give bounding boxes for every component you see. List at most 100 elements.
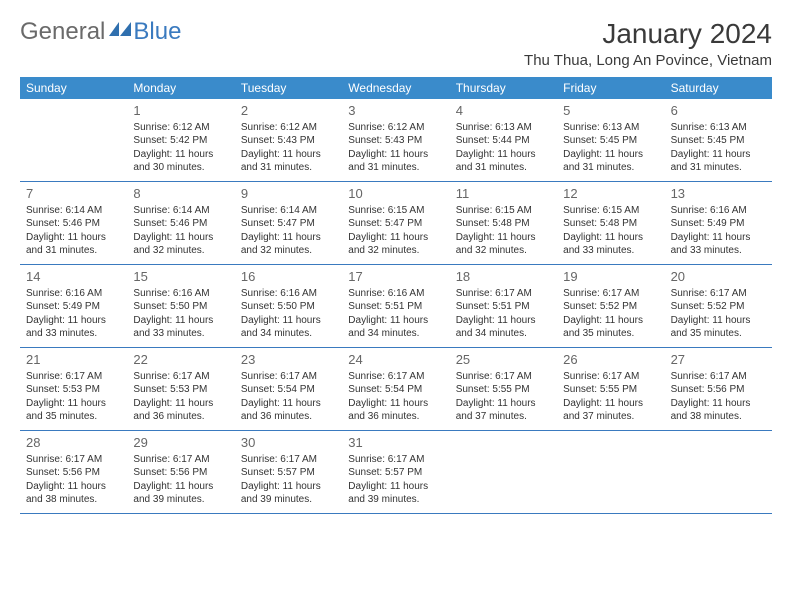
day-cell-5: 5Sunrise: 6:13 AMSunset: 5:45 PMDaylight… xyxy=(557,99,664,181)
day-sunset: Sunset: 5:55 PM xyxy=(563,383,658,397)
day-sunset: Sunset: 5:45 PM xyxy=(671,134,766,148)
day-sunset: Sunset: 5:43 PM xyxy=(241,134,336,148)
day-sunset: Sunset: 5:46 PM xyxy=(133,217,228,231)
day-cell-13: 13Sunrise: 6:16 AMSunset: 5:49 PMDayligh… xyxy=(665,182,772,264)
day-d2: and 33 minutes. xyxy=(133,327,228,341)
day-cell-15: 15Sunrise: 6:16 AMSunset: 5:50 PMDayligh… xyxy=(127,265,234,347)
day-sunrise: Sunrise: 6:16 AM xyxy=(26,287,121,301)
title-block: January 2024 Thu Thua, Long An Povince, … xyxy=(524,18,772,69)
day-cell-9: 9Sunrise: 6:14 AMSunset: 5:47 PMDaylight… xyxy=(235,182,342,264)
day-d1: Daylight: 11 hours xyxy=(348,314,443,328)
day-number: 30 xyxy=(241,434,336,452)
day-d1: Daylight: 11 hours xyxy=(671,314,766,328)
day-sunrise: Sunrise: 6:14 AM xyxy=(133,204,228,218)
day-d1: Daylight: 11 hours xyxy=(348,480,443,494)
day-cell-empty xyxy=(665,431,772,513)
weekday-friday: Friday xyxy=(557,77,664,99)
day-sunrise: Sunrise: 6:17 AM xyxy=(133,370,228,384)
day-sunset: Sunset: 5:55 PM xyxy=(456,383,551,397)
day-cell-29: 29Sunrise: 6:17 AMSunset: 5:56 PMDayligh… xyxy=(127,431,234,513)
day-sunset: Sunset: 5:53 PM xyxy=(133,383,228,397)
day-cell-20: 20Sunrise: 6:17 AMSunset: 5:52 PMDayligh… xyxy=(665,265,772,347)
day-d2: and 38 minutes. xyxy=(671,410,766,424)
day-d2: and 36 minutes. xyxy=(348,410,443,424)
day-d1: Daylight: 11 hours xyxy=(241,480,336,494)
day-d1: Daylight: 11 hours xyxy=(671,397,766,411)
day-d2: and 31 minutes. xyxy=(456,161,551,175)
page-title: January 2024 xyxy=(524,18,772,50)
day-d2: and 33 minutes. xyxy=(563,244,658,258)
week-row: 1Sunrise: 6:12 AMSunset: 5:42 PMDaylight… xyxy=(20,99,772,182)
day-number: 22 xyxy=(133,351,228,369)
day-cell-28: 28Sunrise: 6:17 AMSunset: 5:56 PMDayligh… xyxy=(20,431,127,513)
day-sunset: Sunset: 5:42 PM xyxy=(133,134,228,148)
day-d1: Daylight: 11 hours xyxy=(348,231,443,245)
day-d1: Daylight: 11 hours xyxy=(26,480,121,494)
day-number: 17 xyxy=(348,268,443,286)
day-d1: Daylight: 11 hours xyxy=(241,148,336,162)
day-number: 2 xyxy=(241,102,336,120)
logo-text-general: General xyxy=(20,18,105,46)
day-sunset: Sunset: 5:44 PM xyxy=(456,134,551,148)
day-sunrise: Sunrise: 6:13 AM xyxy=(671,121,766,135)
day-cell-26: 26Sunrise: 6:17 AMSunset: 5:55 PMDayligh… xyxy=(557,348,664,430)
day-d1: Daylight: 11 hours xyxy=(133,148,228,162)
day-d2: and 35 minutes. xyxy=(671,327,766,341)
day-number: 4 xyxy=(456,102,551,120)
logo-sail-icon xyxy=(109,22,131,38)
day-d1: Daylight: 11 hours xyxy=(133,480,228,494)
day-d1: Daylight: 11 hours xyxy=(671,231,766,245)
day-cell-17: 17Sunrise: 6:16 AMSunset: 5:51 PMDayligh… xyxy=(342,265,449,347)
day-number: 31 xyxy=(348,434,443,452)
day-d1: Daylight: 11 hours xyxy=(456,397,551,411)
day-d1: Daylight: 11 hours xyxy=(26,314,121,328)
day-d1: Daylight: 11 hours xyxy=(26,231,121,245)
day-cell-27: 27Sunrise: 6:17 AMSunset: 5:56 PMDayligh… xyxy=(665,348,772,430)
weekday-saturday: Saturday xyxy=(665,77,772,99)
day-cell-21: 21Sunrise: 6:17 AMSunset: 5:53 PMDayligh… xyxy=(20,348,127,430)
day-cell-10: 10Sunrise: 6:15 AMSunset: 5:47 PMDayligh… xyxy=(342,182,449,264)
day-d2: and 34 minutes. xyxy=(241,327,336,341)
day-sunset: Sunset: 5:52 PM xyxy=(563,300,658,314)
day-sunrise: Sunrise: 6:12 AM xyxy=(348,121,443,135)
day-sunrise: Sunrise: 6:17 AM xyxy=(671,370,766,384)
day-sunset: Sunset: 5:56 PM xyxy=(671,383,766,397)
day-d2: and 39 minutes. xyxy=(133,493,228,507)
day-sunrise: Sunrise: 6:17 AM xyxy=(671,287,766,301)
day-sunset: Sunset: 5:47 PM xyxy=(241,217,336,231)
day-d1: Daylight: 11 hours xyxy=(563,314,658,328)
day-cell-4: 4Sunrise: 6:13 AMSunset: 5:44 PMDaylight… xyxy=(450,99,557,181)
day-number: 25 xyxy=(456,351,551,369)
day-number: 23 xyxy=(241,351,336,369)
day-d2: and 33 minutes. xyxy=(671,244,766,258)
day-sunrise: Sunrise: 6:17 AM xyxy=(133,453,228,467)
day-cell-22: 22Sunrise: 6:17 AMSunset: 5:53 PMDayligh… xyxy=(127,348,234,430)
day-d2: and 34 minutes. xyxy=(348,327,443,341)
day-d1: Daylight: 11 hours xyxy=(241,314,336,328)
day-sunrise: Sunrise: 6:17 AM xyxy=(563,287,658,301)
week-row: 21Sunrise: 6:17 AMSunset: 5:53 PMDayligh… xyxy=(20,348,772,431)
day-number: 24 xyxy=(348,351,443,369)
day-number: 8 xyxy=(133,185,228,203)
day-sunrise: Sunrise: 6:17 AM xyxy=(456,370,551,384)
day-d2: and 35 minutes. xyxy=(563,327,658,341)
day-sunset: Sunset: 5:52 PM xyxy=(671,300,766,314)
day-cell-24: 24Sunrise: 6:17 AMSunset: 5:54 PMDayligh… xyxy=(342,348,449,430)
day-cell-7: 7Sunrise: 6:14 AMSunset: 5:46 PMDaylight… xyxy=(20,182,127,264)
day-cell-8: 8Sunrise: 6:14 AMSunset: 5:46 PMDaylight… xyxy=(127,182,234,264)
day-d2: and 37 minutes. xyxy=(563,410,658,424)
day-number: 28 xyxy=(26,434,121,452)
day-cell-12: 12Sunrise: 6:15 AMSunset: 5:48 PMDayligh… xyxy=(557,182,664,264)
day-sunrise: Sunrise: 6:17 AM xyxy=(26,370,121,384)
day-cell-11: 11Sunrise: 6:15 AMSunset: 5:48 PMDayligh… xyxy=(450,182,557,264)
day-sunset: Sunset: 5:43 PM xyxy=(348,134,443,148)
week-row: 14Sunrise: 6:16 AMSunset: 5:49 PMDayligh… xyxy=(20,265,772,348)
day-d1: Daylight: 11 hours xyxy=(133,397,228,411)
day-d1: Daylight: 11 hours xyxy=(133,231,228,245)
day-d2: and 30 minutes. xyxy=(133,161,228,175)
day-sunrise: Sunrise: 6:15 AM xyxy=(456,204,551,218)
day-sunset: Sunset: 5:51 PM xyxy=(348,300,443,314)
day-number: 14 xyxy=(26,268,121,286)
day-d2: and 32 minutes. xyxy=(241,244,336,258)
day-number: 27 xyxy=(671,351,766,369)
